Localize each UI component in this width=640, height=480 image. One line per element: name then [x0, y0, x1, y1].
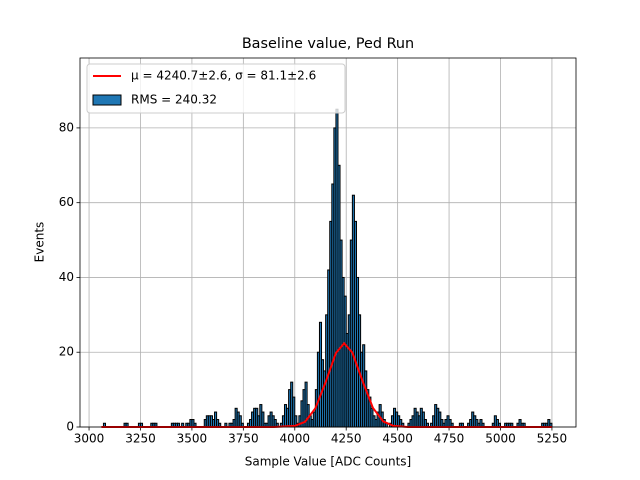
chart-title: Baseline value, Ped Run: [242, 36, 414, 52]
x-tick-label: 3250: [125, 432, 156, 446]
x-tick-label: 4500: [382, 432, 413, 446]
x-axis-label: Sample Value [ADC Counts]: [245, 455, 411, 469]
x-tick-label: 4750: [434, 432, 465, 446]
x-tick-label: 5250: [537, 432, 568, 446]
x-tick-label: 3000: [74, 432, 105, 446]
x-tick-label: 4000: [280, 432, 311, 446]
fit-line: [101, 341, 552, 428]
plot-frame: [79, 57, 577, 428]
x-tick-label: 4250: [331, 432, 362, 446]
legend: μ = 4240.7±2.6, σ = 81.1±2.6 RMS = 240.32: [86, 63, 346, 114]
y-tick-label: 80: [59, 120, 74, 134]
y-axis-label: Events: [33, 222, 47, 263]
x-tick-label: 5000: [485, 432, 516, 446]
legend-label: μ = 4240.7±2.6, σ = 81.1±2.6: [131, 69, 316, 83]
x-tick-label: 3750: [228, 432, 259, 446]
legend-frame: [86, 63, 346, 114]
y-tick-label: 20: [59, 345, 74, 359]
y-tick-label: 0: [66, 420, 74, 434]
x-tick-label: 3500: [177, 432, 208, 446]
legend-label: RMS = 240.32: [131, 93, 217, 107]
y-tick-label: 60: [59, 195, 74, 209]
y-tick-label: 40: [59, 270, 74, 284]
legend-patch: [92, 94, 122, 106]
